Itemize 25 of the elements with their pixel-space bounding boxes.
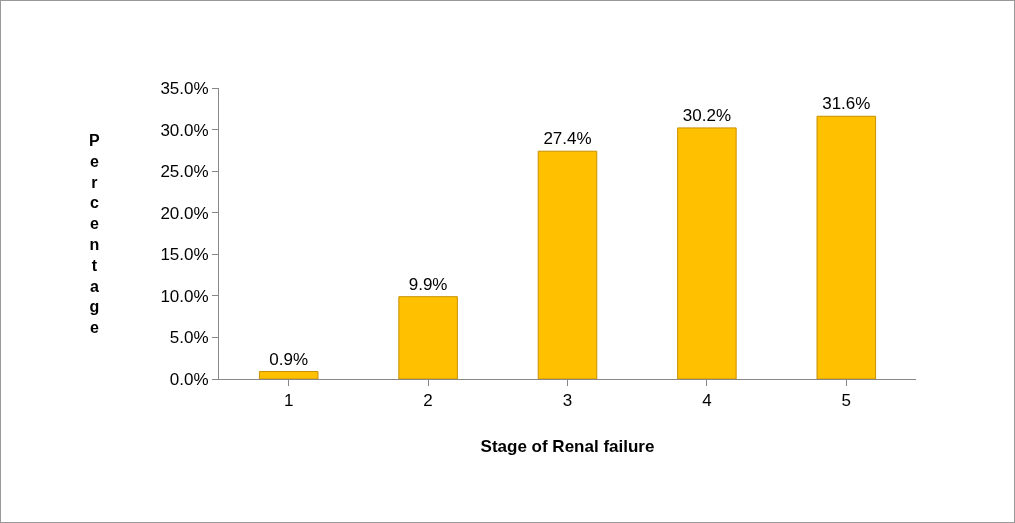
- data-label: 31.6%: [822, 94, 871, 114]
- data-label: 30.2%: [682, 105, 731, 125]
- bar: [677, 127, 737, 379]
- x-tick-label: 5: [841, 391, 852, 411]
- y-tick-label: 0.0%: [169, 369, 209, 389]
- y-tick-label: 10.0%: [160, 286, 209, 306]
- y-tick-label: 5.0%: [169, 328, 209, 348]
- x-axis-title: Stage of Renal failure: [480, 436, 655, 456]
- data-label: 27.4%: [543, 129, 592, 149]
- data-label: 9.9%: [408, 274, 448, 294]
- x-tick-label: 1: [283, 391, 294, 411]
- bar: [398, 296, 458, 379]
- text: Percentage: [89, 132, 100, 337]
- bar: [258, 371, 319, 379]
- x-tick-label: 2: [423, 391, 433, 411]
- y-tick-label: 15.0%: [160, 245, 209, 265]
- data-label: 0.9%: [269, 349, 309, 369]
- y-tick-label: 35.0%: [160, 78, 209, 98]
- x-tick-label: 4: [702, 391, 712, 411]
- y-tick-label: 30.0%: [160, 120, 209, 140]
- y-tick-label: 25.0%: [160, 162, 209, 182]
- y-tick-label: 20.0%: [160, 203, 209, 223]
- bar: [537, 150, 598, 379]
- bar: [816, 115, 877, 379]
- x-tick-label: 3: [562, 391, 573, 411]
